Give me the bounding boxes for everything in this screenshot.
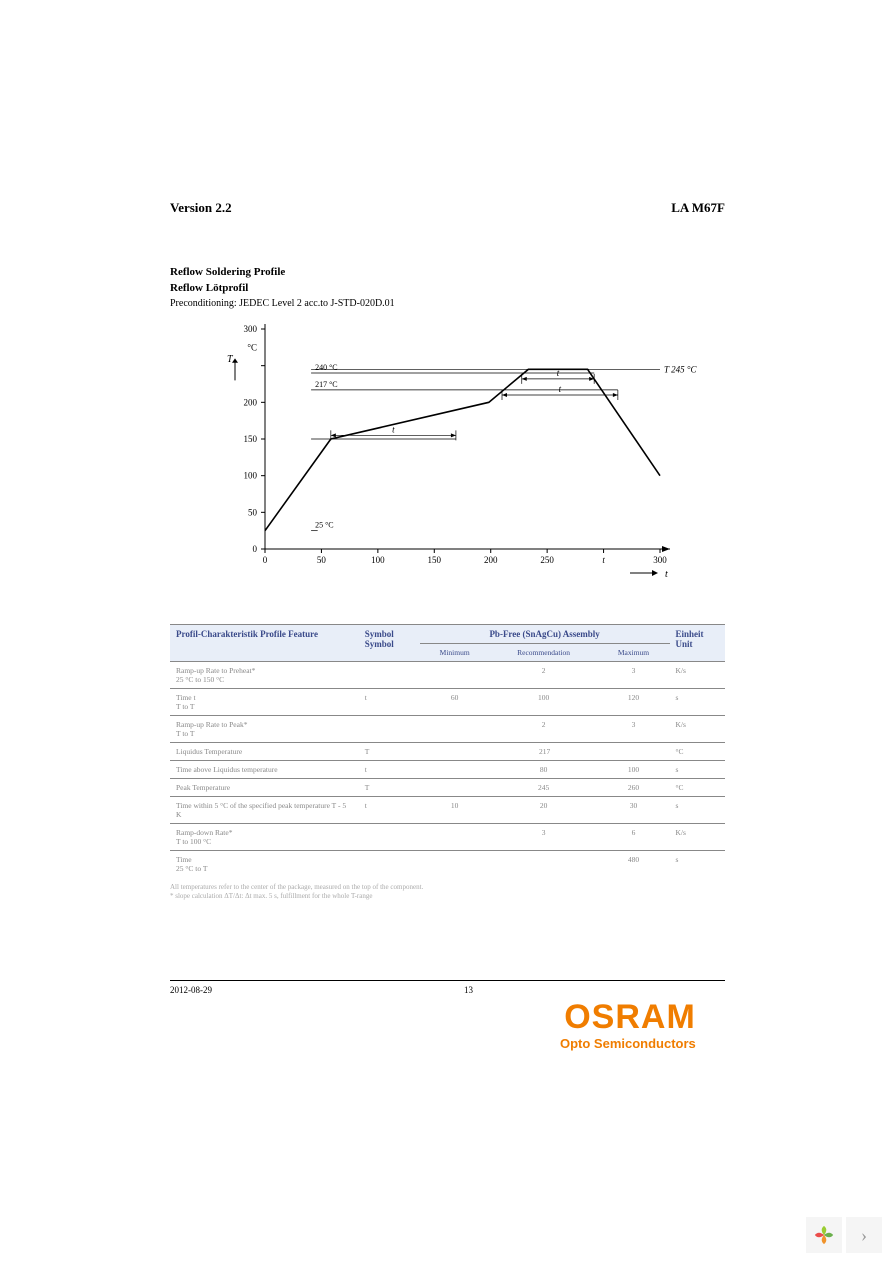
svg-text:T 245 °C: T 245 °C (664, 364, 697, 374)
svg-text:°C: °C (247, 342, 257, 352)
reflow-profile-chart: 0 50 100 150 200 250 t 300 0 50 100 150 200 300 °C t T T … (210, 319, 725, 594)
svg-text:t: t (665, 569, 668, 580)
app-icon[interactable] (806, 1217, 842, 1253)
svg-text:150: 150 (244, 434, 258, 444)
table-footnote: All temperatures refer to the center of … (170, 883, 725, 901)
logo-sub-text: Opto Semiconductors (560, 1036, 696, 1051)
svg-text:T: T (227, 354, 234, 365)
svg-text:200: 200 (244, 397, 258, 407)
svg-text:t: t (559, 384, 562, 394)
svg-text:217 °C: 217 °C (315, 380, 338, 389)
svg-text:150: 150 (428, 555, 442, 565)
svg-text:50: 50 (248, 507, 258, 517)
svg-text:240 °C: 240 °C (315, 363, 338, 372)
svg-text:50: 50 (317, 555, 327, 565)
svg-text:25 °C: 25 °C (315, 521, 334, 530)
svg-text:100: 100 (244, 471, 258, 481)
next-button[interactable]: › (846, 1217, 882, 1253)
chevron-right-icon: › (861, 1225, 867, 1246)
svg-text:250: 250 (540, 555, 554, 565)
footer-date: 2012-08-29 (170, 985, 212, 995)
header: Version 2.2 LA M67F (170, 200, 725, 216)
svg-text:300: 300 (244, 324, 258, 334)
page-footer: 2012-08-29 13 (170, 980, 725, 995)
section-title: Reflow Soldering Profile (170, 266, 725, 278)
svg-text:0: 0 (253, 544, 258, 554)
svg-text:300: 300 (653, 555, 667, 565)
svg-text:0: 0 (263, 555, 268, 565)
logo-main-text: OSRAM (560, 1000, 696, 1034)
section-subtitle: Reflow Lötprofil (170, 282, 725, 294)
footer-page: 13 (464, 985, 473, 995)
svg-text:t: t (602, 555, 605, 565)
version-label: Version 2.2 (170, 200, 232, 216)
partno-label: LA M67F (671, 200, 725, 216)
profile-table: Profil-Charakteristik Profile FeatureSym… (170, 624, 725, 901)
osram-logo: OSRAM Opto Semiconductors (560, 1000, 696, 1051)
precondition-text: Preconditioning: JEDEC Level 2 acc.to J-… (170, 298, 725, 309)
svg-text:200: 200 (484, 555, 498, 565)
svg-text:100: 100 (371, 555, 385, 565)
svg-text:t: t (392, 424, 395, 434)
